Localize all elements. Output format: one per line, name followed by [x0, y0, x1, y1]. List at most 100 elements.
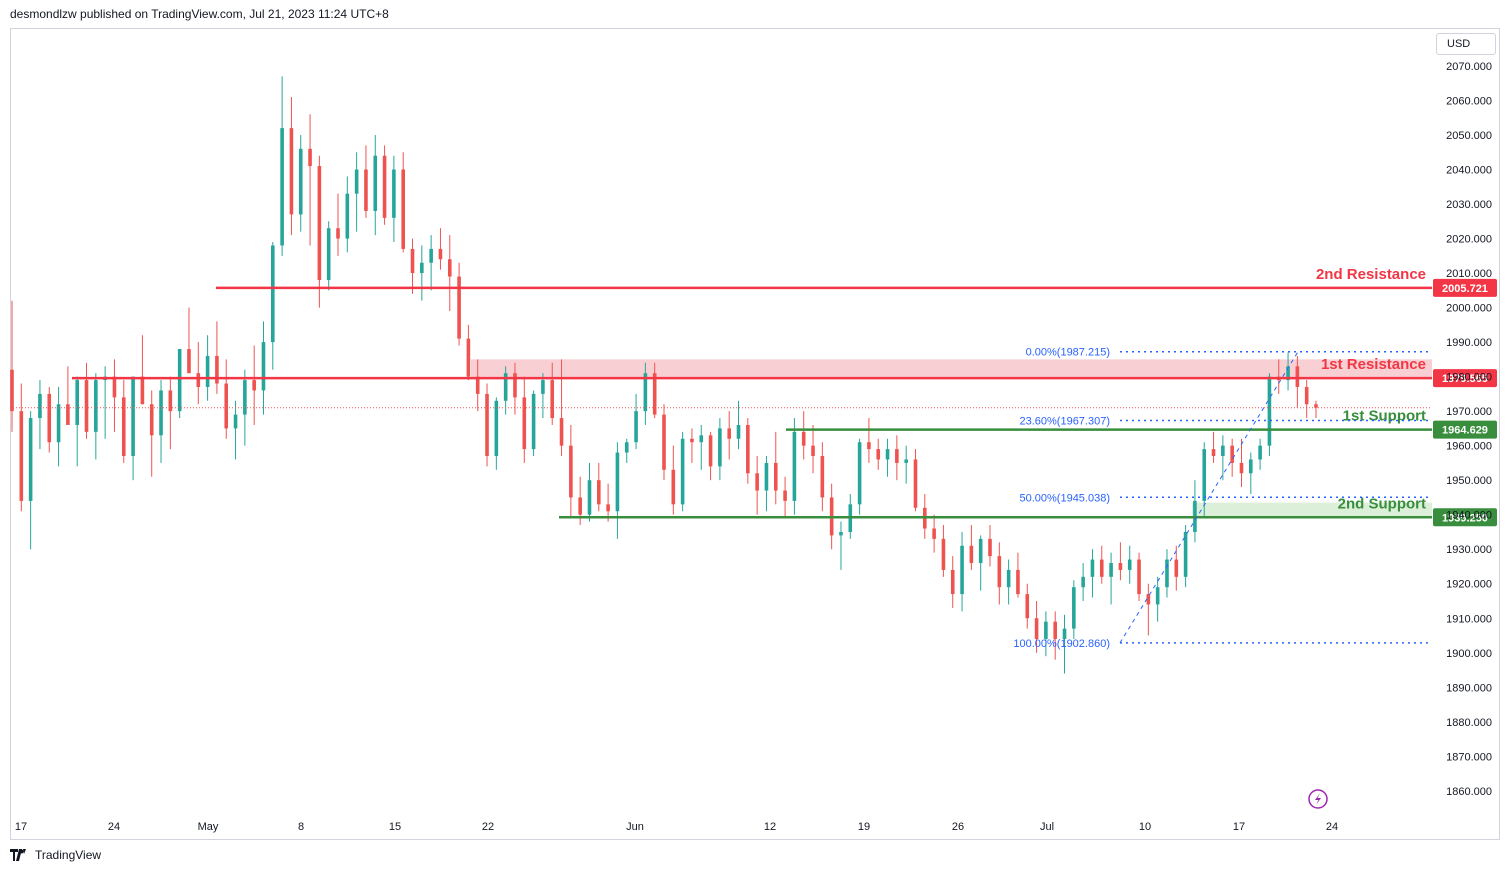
candle — [1137, 552, 1141, 601]
candle — [1127, 545, 1132, 584]
candle — [1221, 435, 1225, 481]
time-axis: 17 24 May 8 15 22 Jun 12 19 26 Jul 10 17 24 — [15, 821, 1338, 833]
candle-body — [457, 276, 461, 339]
candle — [47, 386, 52, 453]
candle-body — [317, 166, 322, 280]
candle-body — [1118, 563, 1123, 570]
candle — [801, 411, 806, 460]
candle — [960, 531, 964, 612]
candle — [401, 152, 405, 253]
currency-selector[interactable]: USD — [1436, 33, 1496, 55]
candle-body — [196, 373, 201, 387]
candle-body — [149, 404, 154, 436]
candle-body — [615, 452, 620, 512]
candle-body — [513, 373, 517, 398]
candle — [1249, 452, 1253, 494]
candle — [885, 438, 890, 477]
candle-body — [354, 169, 359, 194]
level-price-label-0: 2005.721 — [1433, 278, 1497, 297]
candle-body — [1304, 386, 1309, 405]
candle — [1165, 549, 1169, 598]
time-tick: 24 — [1326, 821, 1338, 833]
candle-body — [587, 480, 592, 515]
candle-body — [1044, 621, 1048, 639]
fib-label: 23.60%(1967.307) — [1019, 415, 1110, 427]
fib-label: 50.00%(1945.038) — [1019, 492, 1110, 504]
candle-body — [19, 411, 24, 501]
candle — [429, 235, 433, 291]
price-tick: 2020.000 — [1446, 234, 1492, 246]
candle — [606, 483, 610, 522]
candle-body — [1249, 459, 1253, 474]
candle — [773, 431, 778, 505]
extras — [1308, 789, 1328, 809]
candle — [783, 476, 787, 519]
candle-body — [401, 169, 405, 249]
candle — [354, 152, 359, 232]
candle — [559, 359, 564, 457]
candle-body — [969, 545, 974, 564]
candle-body — [485, 393, 489, 457]
candle — [438, 228, 443, 270]
candle — [811, 424, 815, 474]
candle-body — [475, 376, 480, 394]
candle — [280, 76, 284, 256]
candle-body — [1174, 559, 1179, 577]
price-tick: 1890.000 — [1446, 682, 1492, 694]
candle — [820, 442, 825, 512]
candle-body — [932, 528, 936, 539]
candle — [447, 235, 452, 312]
price-tick: 1880.000 — [1446, 717, 1492, 729]
candle-body — [913, 459, 918, 508]
candle-body — [1295, 366, 1300, 387]
candle — [261, 321, 266, 415]
price-tick: 2010.000 — [1446, 268, 1492, 280]
lightning-icon[interactable] — [1308, 789, 1328, 809]
lightning-icon-bolt — [1315, 793, 1321, 805]
candle — [289, 97, 294, 236]
zone-1 — [1192, 502, 1432, 518]
level-price-label-2: 1964.629 — [1433, 420, 1497, 439]
candle — [1090, 549, 1095, 598]
candle — [597, 462, 601, 512]
candle-body — [131, 376, 135, 457]
candle — [1304, 380, 1309, 419]
price-tick: 1930.000 — [1446, 544, 1492, 556]
level-price-badge — [1433, 420, 1497, 439]
candle — [373, 135, 378, 236]
time-tick: 26 — [952, 821, 964, 833]
level-price-text: 1964.629 — [1442, 425, 1488, 437]
candle-body — [1025, 594, 1030, 619]
level-price-text: 1979.565 — [1442, 373, 1488, 385]
candle-body — [38, 393, 42, 419]
candle — [233, 400, 238, 460]
candle-body — [252, 380, 256, 391]
candle — [1034, 600, 1039, 653]
candle-body — [839, 531, 843, 536]
time-tick: 15 — [389, 821, 401, 833]
candle — [317, 155, 322, 308]
candle — [615, 442, 620, 539]
candle — [410, 238, 415, 294]
candle — [569, 424, 573, 519]
level-name: 1st Support — [1343, 408, 1426, 425]
candle-body — [326, 228, 331, 280]
candle — [839, 521, 843, 570]
candle — [1016, 552, 1020, 598]
candle — [1155, 576, 1160, 622]
candle-body — [997, 556, 1002, 588]
candle-body — [597, 480, 601, 505]
candle — [1044, 611, 1048, 657]
candle-body — [261, 342, 266, 391]
candle — [56, 386, 61, 467]
price-tick: 1920.000 — [1446, 579, 1492, 591]
chart-frame — [10, 28, 1500, 840]
candle — [187, 307, 191, 374]
candle-body — [1034, 618, 1039, 639]
price-tick: 1870.000 — [1446, 751, 1492, 763]
tradingview-logo[interactable]: TradingView — [10, 848, 101, 862]
price-tick: 1990.000 — [1446, 337, 1492, 349]
candle-body — [746, 424, 750, 474]
candle-body — [671, 469, 676, 505]
